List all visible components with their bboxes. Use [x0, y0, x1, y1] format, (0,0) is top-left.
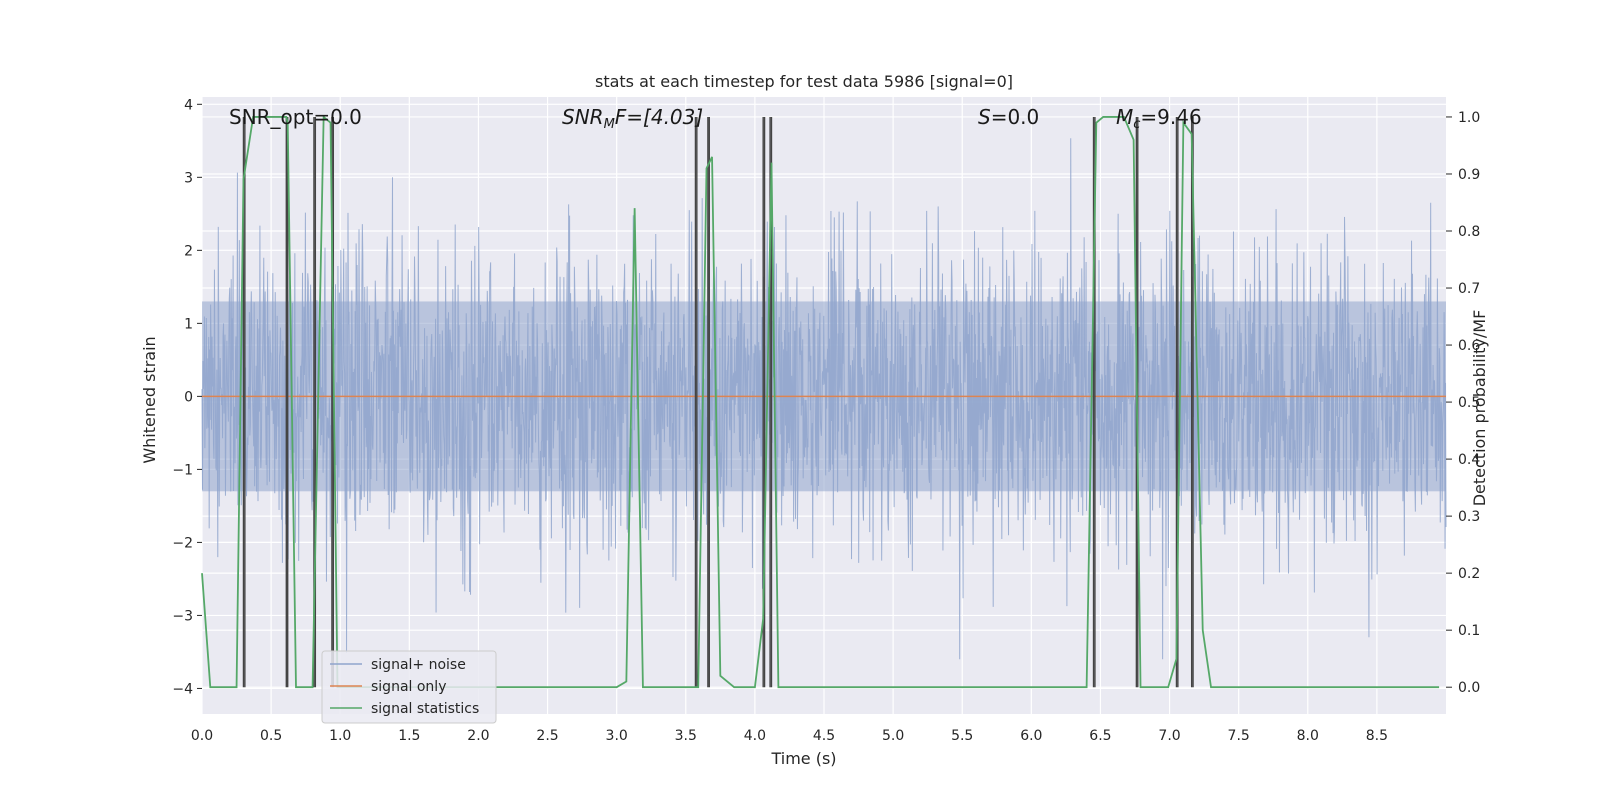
y-right-tick-label: 0.2 [1458, 566, 1480, 582]
y-axis-left-ticks: 4 3 2 1 0 −1 −2 −3 −4 [172, 97, 202, 697]
snr-mf-sub: M [604, 117, 615, 132]
x-tick-label: 7.5 [1228, 728, 1250, 744]
snr-mf-rest: F=[4.03] [615, 105, 703, 129]
chart-title: stats at each timestep for test data 598… [595, 72, 1013, 91]
annotation-snr-mf: SNRMF=[4.03] [562, 105, 703, 132]
y-axis-right-label: Detection probability/MF [1470, 310, 1489, 507]
x-tick-label: 6.5 [1089, 728, 1111, 744]
x-tick-label: 4.0 [744, 728, 766, 744]
y-right-tick-label: 0.5 [1458, 395, 1480, 411]
legend-label-noise: signal+ noise [371, 657, 466, 673]
legend-box [321, 650, 497, 724]
mc-sub: c [1133, 117, 1140, 132]
y-left-tick-label: −1 [172, 462, 193, 478]
x-tick-label: 7.0 [1158, 728, 1180, 744]
y-right-tick-label: 0.4 [1458, 452, 1480, 468]
y-right-tick-label: 0.9 [1458, 167, 1480, 183]
x-tick-label: 1.0 [329, 728, 351, 744]
x-tick-label: 1.5 [398, 728, 420, 744]
y-left-tick-label: 0 [184, 389, 193, 405]
y-axis-right-ticks: 1.0 0.9 0.8 0.7 0.6 0.5 0.4 0.3 0.2 0.1 0.0 [1446, 110, 1480, 696]
x-tick-label: 3.5 [675, 728, 697, 744]
x-tick-label: 4.5 [813, 728, 835, 744]
y-left-tick-label: 4 [184, 97, 193, 113]
x-tick-label: 0.5 [260, 728, 282, 744]
legend-label-statistics: signal statistics [371, 701, 479, 717]
s-rest: =0.0 [991, 105, 1040, 129]
y-right-tick-label: 0.8 [1458, 224, 1480, 240]
mc-rest: =9.46 [1140, 105, 1201, 129]
x-tick-label: 8.5 [1366, 728, 1388, 744]
y-left-tick-label: 1 [184, 316, 193, 332]
y-axis-left-label: Whitened strain [140, 336, 159, 463]
x-tick-label: 5.5 [951, 728, 973, 744]
y-right-tick-label: 0.3 [1458, 509, 1480, 525]
y-right-tick-label: 1.0 [1458, 110, 1480, 126]
y-left-tick-label: −3 [172, 608, 193, 624]
y-left-tick-label: 2 [184, 243, 193, 259]
s-base: S [978, 105, 991, 129]
x-tick-label: 2.5 [536, 728, 558, 744]
y-right-tick-label: 0.7 [1458, 281, 1480, 297]
y-right-tick-label: 0.6 [1458, 338, 1480, 354]
x-axis-ticks: 0.0 0.5 1.0 1.5 2.0 2.5 3.0 3.5 4.0 4.5 5.0 5.5 6.0 6… [191, 728, 1388, 744]
y-left-tick-label: −4 [172, 681, 193, 697]
x-tick-label: 3.0 [606, 728, 628, 744]
snr-mf-base: SNR [562, 105, 604, 129]
x-axis-label: Time (s) [770, 749, 836, 768]
mc-base: M [1116, 105, 1133, 129]
legend-label-signal-only: signal only [371, 679, 446, 695]
annotation-snr-opt: SNR_opt=0.0 [229, 105, 362, 129]
signal-statistics-series [201, 115, 1440, 689]
y-right-tick-label: 0.0 [1458, 680, 1480, 696]
x-tick-label: 5.0 [882, 728, 904, 744]
annotation-mc: Mc=9.46 [1116, 105, 1202, 132]
annotation-s: S=0.0 [978, 105, 1039, 129]
y-left-tick-label: 3 [184, 170, 193, 186]
x-tick-label: 0.0 [191, 728, 213, 744]
x-tick-label: 2.0 [467, 728, 489, 744]
legend: signal+ noise signal only signal statist… [321, 650, 497, 724]
y-left-tick-label: −2 [172, 535, 193, 551]
y-right-tick-label: 0.1 [1458, 623, 1480, 639]
x-tick-label: 8.0 [1297, 728, 1319, 744]
noise-trace [201, 138, 1447, 660]
x-tick-label: 6.0 [1020, 728, 1042, 744]
